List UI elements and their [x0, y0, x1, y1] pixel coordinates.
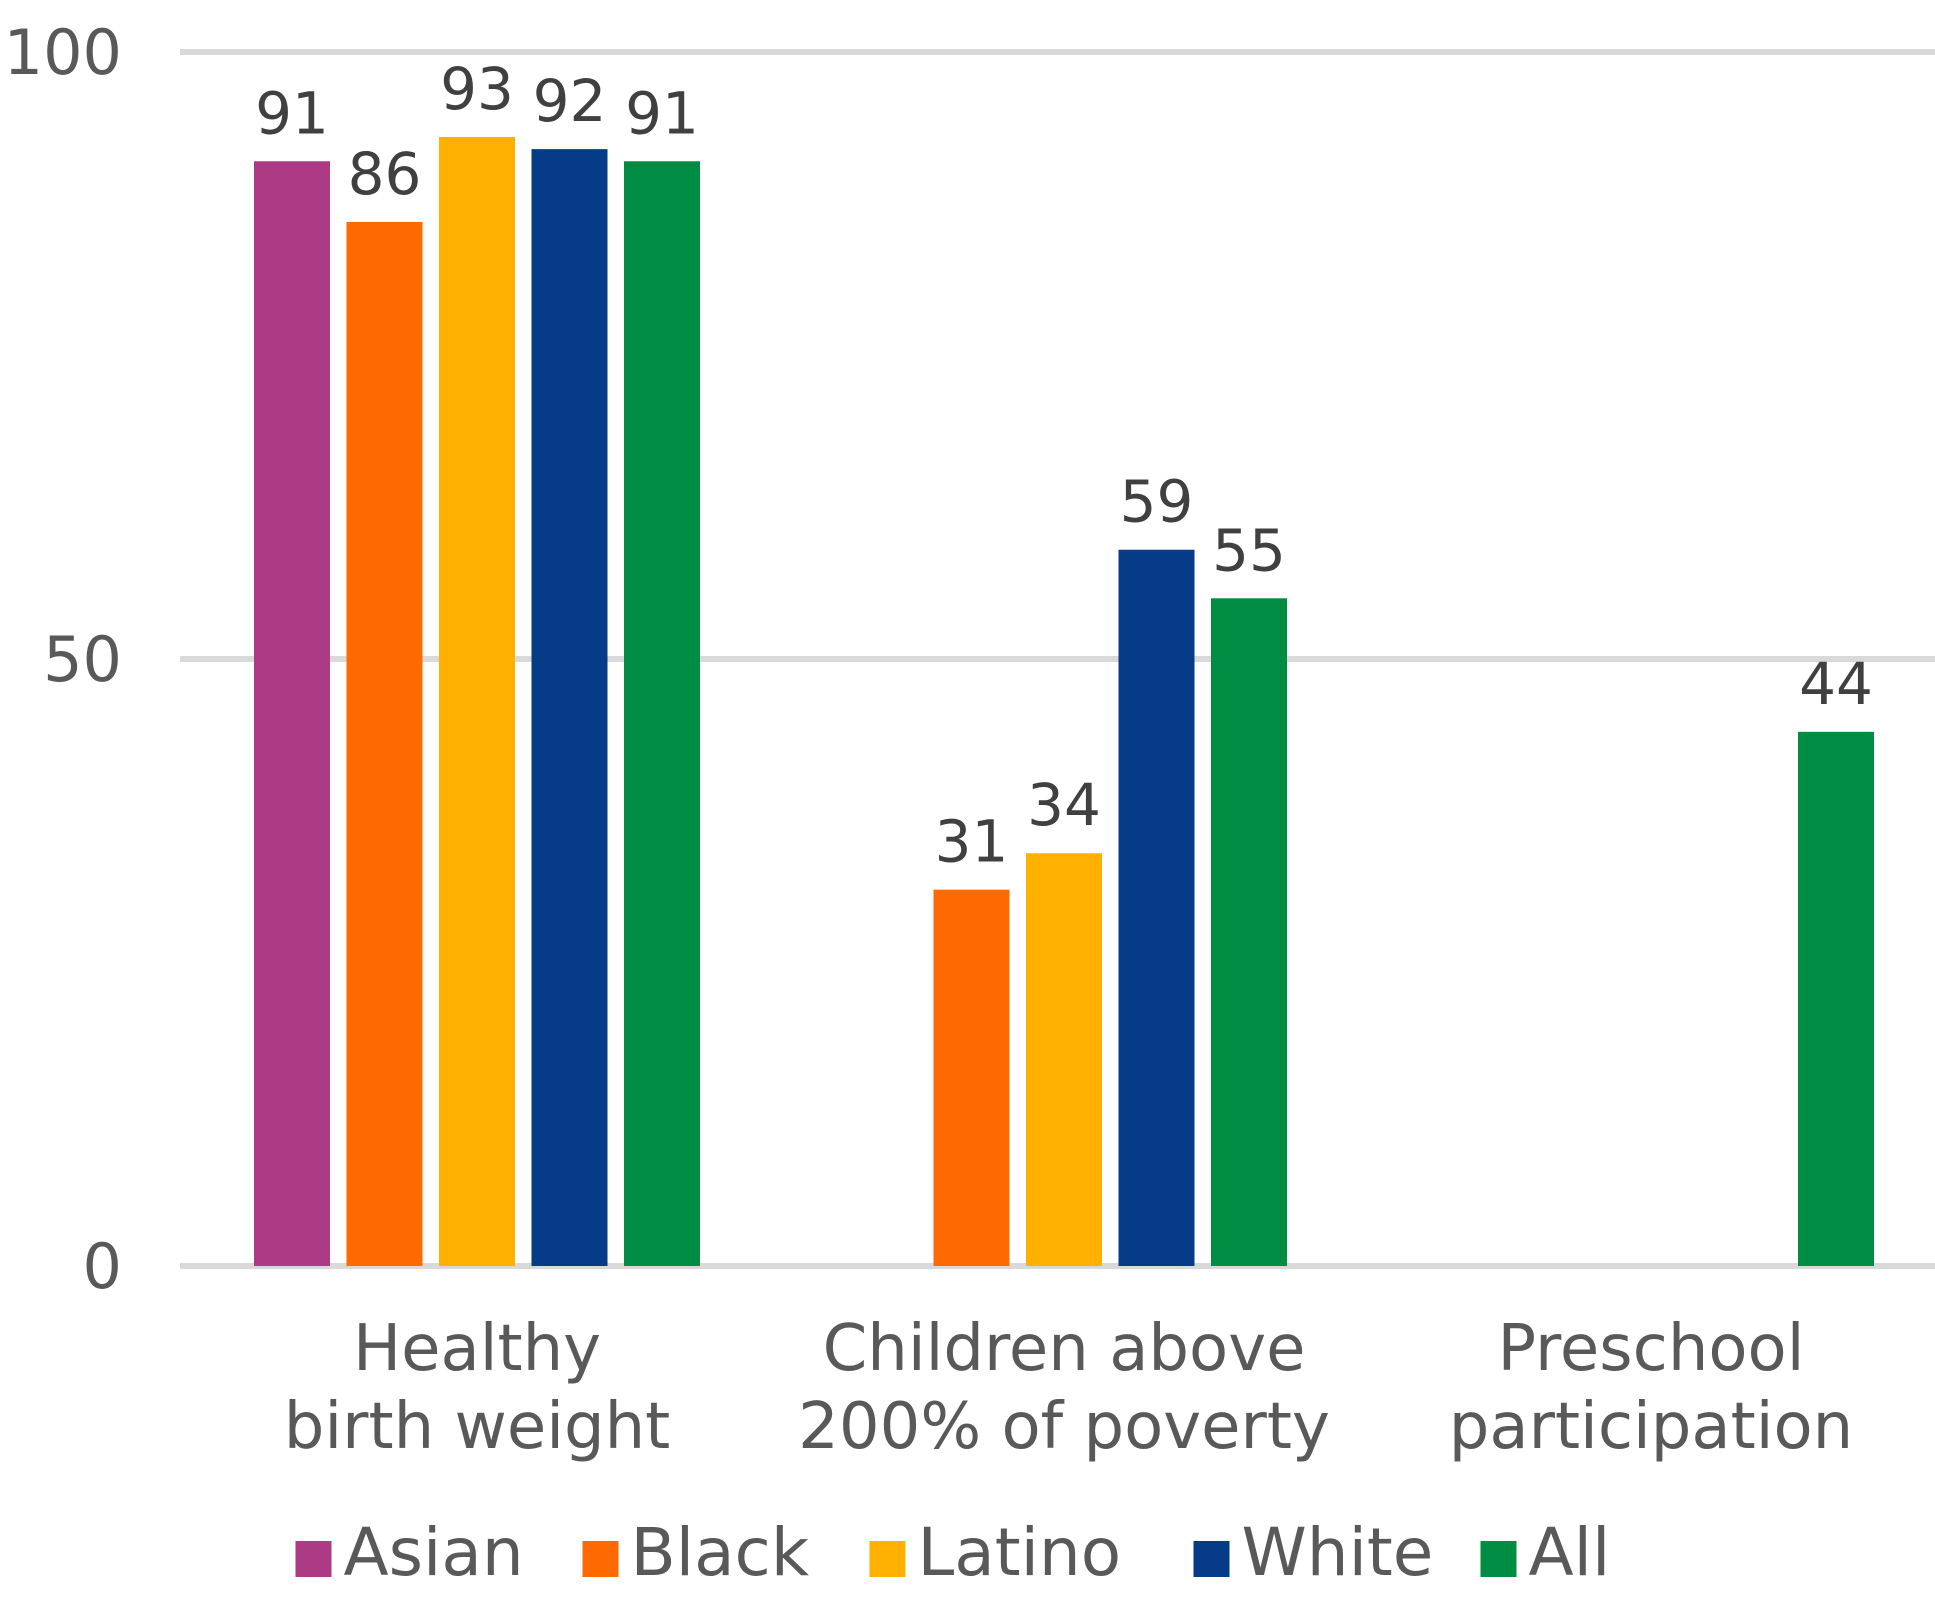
- data-label-latino-0: 93: [440, 55, 514, 123]
- legend-swatch-all: [1480, 1541, 1517, 1577]
- data-label-black-1: 31: [935, 808, 1009, 876]
- bar-latino-1: [1026, 853, 1102, 1266]
- bar-latino-0: [439, 136, 515, 1267]
- legend-label-asian: Asian: [344, 1514, 524, 1591]
- bar-asian-0: [254, 161, 330, 1266]
- bar-all-0: [624, 161, 700, 1266]
- legend-label-black: Black: [631, 1514, 810, 1591]
- bar-all-2: [1798, 731, 1874, 1266]
- legend-swatch-white: [1193, 1541, 1230, 1577]
- legend-label-latino: Latino: [918, 1514, 1122, 1591]
- legend-swatch-latino: [869, 1541, 906, 1577]
- bars: [254, 136, 1874, 1267]
- category-label-0-line-0: Healthy: [353, 1312, 601, 1386]
- bar-black-0: [346, 221, 423, 1267]
- data-label-white-1: 59: [1120, 468, 1194, 536]
- data-label-white-0: 92: [533, 67, 607, 135]
- legend-swatch-black: [582, 1541, 619, 1577]
- legend-label-white: White: [1242, 1514, 1434, 1591]
- category-label-2-line-1: participation: [1449, 1390, 1853, 1464]
- data-label-black-0: 86: [348, 140, 422, 208]
- bar-white-1: [1118, 549, 1195, 1266]
- data-label-all-0: 91: [625, 79, 699, 147]
- data-label-all-2: 44: [1799, 650, 1873, 718]
- legend-label-all: All: [1529, 1514, 1611, 1591]
- y-tick-label-0: 0: [83, 1230, 122, 1303]
- data-labels: 91 86 93 92 91 31 34 59 55 44: [255, 55, 1873, 876]
- category-label-0-line-1: birth weight: [284, 1390, 671, 1464]
- category-label-1-line-1: 200% of poverty: [798, 1390, 1330, 1464]
- legend: Asian Black Latino White All: [295, 1514, 1611, 1591]
- category-label-2-line-0: Preschool: [1498, 1312, 1805, 1386]
- bar-all-1: [1211, 598, 1287, 1266]
- data-label-all-1: 55: [1212, 516, 1286, 584]
- y-tick-label-100: 100: [4, 16, 122, 89]
- data-label-asian-0: 91: [255, 79, 329, 147]
- bar-white-0: [531, 149, 608, 1266]
- legend-swatch-asian: [295, 1541, 332, 1577]
- category-label-1-line-0: Children above: [823, 1312, 1306, 1386]
- bar-black-1: [933, 889, 1010, 1266]
- data-label-latino-1: 34: [1027, 771, 1101, 839]
- y-tick-label-50: 50: [43, 623, 122, 696]
- y-axis-ticks: 0 50 100: [4, 16, 122, 1303]
